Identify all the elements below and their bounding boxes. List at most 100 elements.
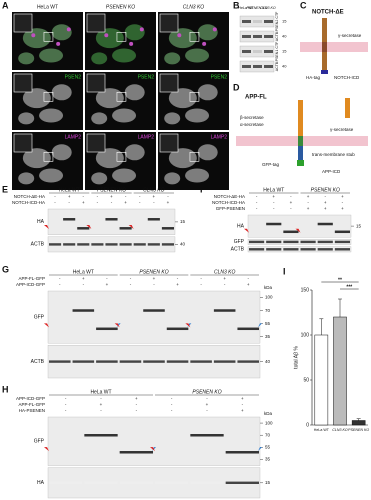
x-tick-label: HeLa WT [314, 428, 330, 432]
sign: - [177, 276, 179, 281]
cell [164, 172, 181, 185]
sign: - [256, 194, 258, 199]
notch-icd [322, 52, 327, 72]
roi-box [189, 152, 200, 162]
sign: - [83, 282, 85, 287]
roi-box [116, 152, 127, 162]
sign: + [307, 194, 310, 199]
significance-label: ** [338, 277, 342, 283]
condition-label: APP-FL-GFP [18, 276, 45, 281]
cell [112, 108, 137, 123]
sign: - [106, 276, 108, 281]
row-label: LAMP2 [211, 134, 228, 140]
panel-label: I [283, 266, 286, 276]
group-header: PSENEN KO [192, 389, 221, 395]
schema-label: trans-membrane stub [312, 152, 355, 157]
sign: + [223, 276, 226, 281]
sign: - [200, 282, 202, 287]
row-label: PSEN2 [138, 74, 155, 80]
kda-label: 15 [265, 480, 271, 485]
row-label: PSEN2 [211, 74, 228, 80]
cell [164, 52, 181, 65]
arrow [86, 224, 92, 229]
cell [91, 112, 108, 125]
schema-label: GFP-tag [262, 162, 280, 167]
schema-label: γ-secretase [330, 127, 354, 132]
sign: + [241, 396, 244, 401]
band [119, 360, 142, 363]
band [147, 218, 160, 221]
roi-box [189, 92, 200, 102]
band [317, 222, 333, 226]
cell [39, 108, 64, 123]
sign: - [111, 200, 113, 205]
sign: + [341, 194, 344, 199]
inset [159, 73, 179, 93]
band [119, 243, 132, 246]
group-header: PSENEN KO [97, 187, 126, 193]
kda-label: 70 [265, 432, 271, 437]
band [143, 309, 165, 312]
sign: + [153, 194, 156, 199]
column-header: CLN3 KO [260, 6, 276, 10]
inset [13, 13, 33, 33]
cell [112, 48, 137, 63]
band [264, 20, 273, 23]
sign: + [206, 402, 209, 407]
puncta [212, 27, 217, 32]
sign: - [97, 200, 99, 205]
condition-label: NOTCH-ICD-HA [12, 200, 45, 205]
kda-label: 40 [282, 64, 287, 69]
blot-label: GFP [234, 239, 245, 245]
sign: + [68, 194, 71, 199]
condition-label: APP-ICD-GFP [16, 282, 45, 287]
sign: + [176, 282, 179, 287]
sign: - [171, 408, 173, 413]
sign: - [139, 200, 141, 205]
notch [322, 18, 327, 42]
band [249, 240, 265, 244]
blot [47, 467, 261, 499]
band [266, 240, 282, 244]
sign: + [82, 276, 85, 281]
error-bar [338, 298, 342, 317]
sign: - [100, 396, 102, 401]
kda-label: 70 [265, 308, 271, 313]
row-label: PSEN2 [65, 74, 82, 80]
cell [124, 84, 145, 101]
arrow [44, 447, 49, 452]
panel-label: G [2, 264, 9, 274]
sign: - [171, 402, 173, 407]
y-tick-label: 0 [306, 422, 309, 428]
column-header: CLN3 KO [183, 4, 205, 10]
kda-label: 15 [282, 49, 287, 54]
panel-label: H [2, 384, 9, 394]
band [225, 481, 259, 484]
sign: - [153, 282, 155, 287]
band [84, 481, 118, 484]
inset [13, 73, 33, 93]
group-header: CLN3 KO [214, 269, 236, 275]
schema-label: APP-ICD [322, 169, 341, 174]
band [49, 360, 71, 363]
column-header: HeLa WT [238, 6, 254, 10]
cell [124, 144, 145, 161]
band [242, 35, 251, 38]
sign: - [59, 276, 61, 281]
schema-title: APP-FL [245, 95, 267, 101]
condition-label: NOTCH-ICD-HA [212, 200, 245, 205]
band [264, 50, 273, 53]
arrow [128, 224, 134, 229]
band [242, 65, 251, 68]
arrow [150, 447, 155, 452]
cell [91, 52, 108, 65]
band [143, 360, 165, 363]
group-header: PSENEN KO [311, 187, 340, 193]
panel-label: D [233, 82, 240, 92]
schema-label: β-secretase [240, 115, 264, 120]
cell [164, 112, 181, 125]
band [266, 222, 282, 226]
band [49, 243, 62, 246]
cell [51, 24, 72, 41]
sign: - [325, 194, 327, 199]
